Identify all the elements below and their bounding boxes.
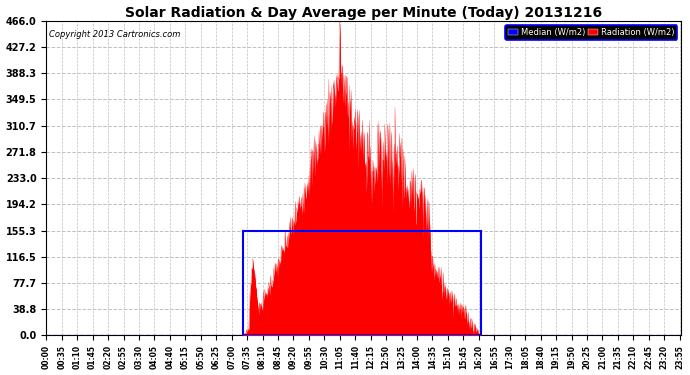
Bar [243,231,481,336]
Legend: Median (W/m2), Radiation (W/m2): Median (W/m2), Radiation (W/m2) [505,25,678,40]
Title: Solar Radiation & Day Average per Minute (Today) 20131216: Solar Radiation & Day Average per Minute… [126,6,602,20]
Text: Copyright 2013 Cartronics.com: Copyright 2013 Cartronics.com [50,30,181,39]
